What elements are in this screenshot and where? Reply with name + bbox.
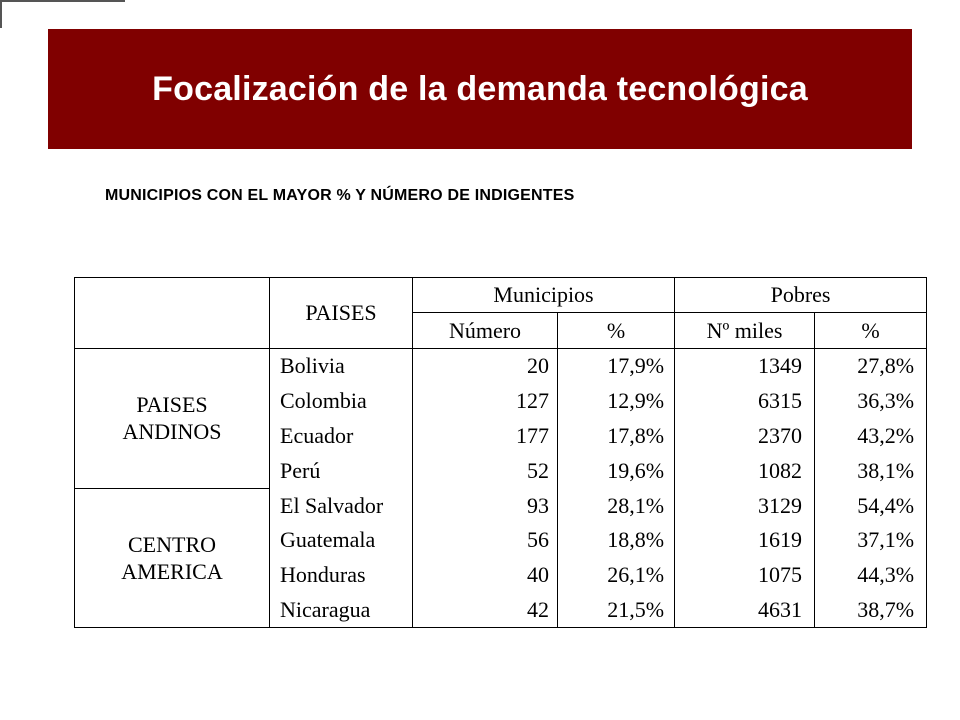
cell-pais: Bolivia	[269, 348, 413, 384]
region-label-line1: PAISES	[136, 391, 208, 417]
header-row-1: PAISES Municipios Pobres	[74, 277, 927, 349]
cell-pct: 19,6%	[557, 453, 676, 489]
cell-miles: 3129	[758, 492, 803, 518]
cell-pais: Perú	[269, 453, 413, 489]
cell-numero: 56	[412, 522, 558, 558]
cell-pct2: 38,7%	[814, 592, 927, 628]
cell-pct: 17,9%	[557, 348, 676, 384]
cell-numero: 52	[412, 453, 558, 489]
cell-miles: 2370	[758, 422, 803, 448]
table-row: PAISES ANDINOS Bolivia 20 17,9% 1349 27,…	[74, 348, 927, 489]
cell-miles: 1619	[758, 527, 803, 553]
cell-pct2: 38,1%	[814, 453, 927, 489]
cell-pct: 18,8%	[557, 522, 676, 558]
region-label: PAISES ANDINOS	[74, 348, 270, 489]
cell-pct: 12,9%	[557, 383, 676, 419]
table-caption: MUNICIPIOS CON EL MAYOR % Y NÚMERO DE IN…	[105, 187, 575, 204]
cell-pais: El Salvador	[269, 488, 413, 523]
region-label-line1: CENTRO	[128, 531, 216, 557]
cell-numero: 20	[412, 348, 558, 384]
cell-pct2: 43,2%	[814, 418, 927, 454]
cell-pct2: 54,4%	[814, 488, 927, 523]
cell-miles: 1349	[758, 353, 803, 379]
cell-miles: 6315	[758, 388, 803, 414]
cell-pct: 26,1%	[557, 557, 676, 593]
header-pct2: %	[814, 312, 927, 349]
cell-numero: 40	[412, 557, 558, 593]
header-pct: %	[557, 312, 676, 349]
cell-numero: 177	[412, 418, 558, 454]
cell-numero: 42	[412, 592, 558, 628]
cell-pct: 28,1%	[557, 488, 676, 523]
cell-pct: 21,5%	[557, 592, 676, 628]
table-row: Nicaragua 42 21,5% 4631 38,7%	[75, 592, 927, 628]
header-paises: PAISES	[269, 277, 413, 349]
cell-pais: Honduras	[269, 557, 413, 593]
cell-pct: 17,8%	[557, 418, 676, 454]
cell-pais: Ecuador	[269, 418, 413, 454]
cell-miles: 1082	[758, 457, 803, 483]
cell-pct2: 37,1%	[814, 522, 927, 558]
cell-miles: 4631	[758, 596, 803, 622]
cell-pais: Nicaragua	[269, 592, 413, 628]
cell-numero: 127	[412, 383, 558, 419]
table-row: Perú 52 19,6% 1082 38,1%	[75, 453, 927, 489]
table-row: Guatemala 56 18,8% 1619 37,1%	[75, 522, 927, 558]
cell-pais: Guatemala	[269, 522, 413, 558]
header-municipios: Municipios	[412, 277, 676, 313]
cell-pct2: 36,3%	[814, 383, 927, 419]
header-empty-cell	[74, 277, 270, 349]
cell-miles: 1075	[758, 562, 803, 588]
header-numero: Número	[412, 312, 558, 349]
title-banner: Focalización de la demanda tecnológica	[48, 29, 912, 149]
header-row-2: Número % Nº miles %	[75, 312, 927, 349]
header-n-miles: Nº miles	[674, 312, 816, 349]
table-row: Colombia 127 12,9% 6315 36,3%	[75, 383, 927, 419]
corner-decoration	[0, 0, 125, 28]
header-pobres: Pobres	[674, 277, 927, 313]
cell-pct2: 27,8%	[814, 348, 927, 384]
cell-pais: Colombia	[269, 383, 413, 419]
slide-title: Focalización de la demanda tecnológica	[152, 69, 808, 108]
cell-pct2: 44,3%	[814, 557, 927, 593]
cell-numero: 93	[412, 488, 558, 523]
region-label-line2: ANDINOS	[122, 419, 222, 445]
municipios-table: PAISES Municipios Pobres Número % Nº mil…	[74, 277, 928, 629]
region-label-line2: AMERICA	[121, 559, 223, 585]
table-row: Honduras 40 26,1% 1075 44,3%	[75, 557, 927, 593]
table-row: CENTRO AMERICA El Salvador 93 28,1% 3129…	[74, 487, 927, 628]
region-label: CENTRO AMERICA	[74, 487, 270, 628]
table-row: Ecuador 177 17,8% 2370 43,2%	[75, 418, 927, 454]
